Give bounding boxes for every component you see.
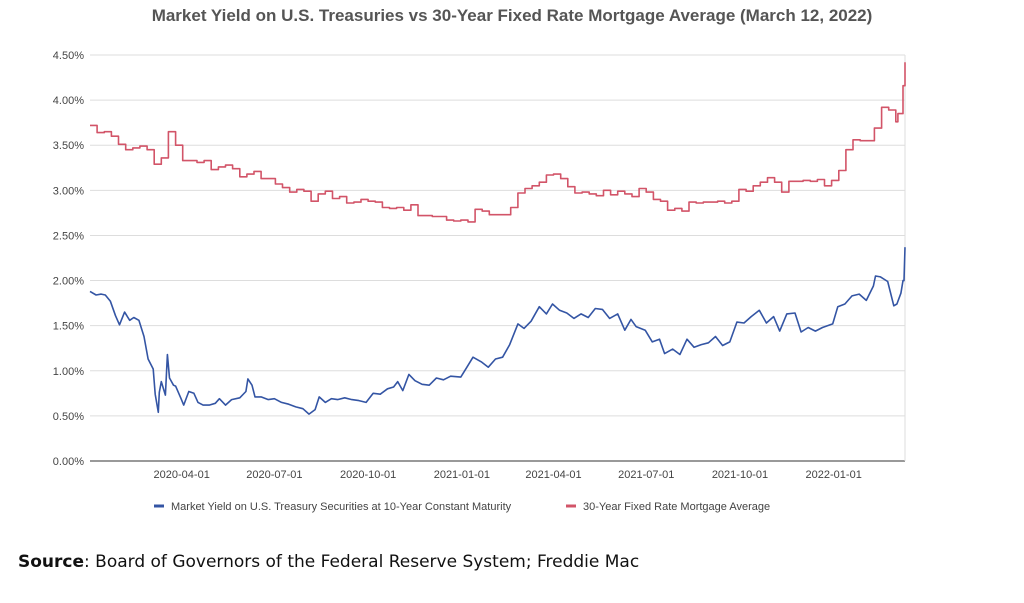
y-tick-label: 1.00% xyxy=(53,366,84,378)
legend-label-mortgage: 30-Year Fixed Rate Mortgage Average xyxy=(583,501,770,513)
y-tick-label: 2.00% xyxy=(53,276,84,288)
y-tick-label: 3.00% xyxy=(53,185,84,197)
legend: Market Yield on U.S. Treasury Securities… xyxy=(154,501,770,513)
x-axis: 2020-04-01 2020-07-01 2020-10-01 2021-01-01… xyxy=(154,469,862,481)
legend-label-treasury: Market Yield on U.S. Treasury Securities… xyxy=(171,501,512,513)
x-tick-label: 2021-07-01 xyxy=(618,469,674,481)
source-label: Source xyxy=(18,552,85,572)
x-tick-label: 2021-04-01 xyxy=(525,469,581,481)
y-tick-label: 1.50% xyxy=(53,321,84,333)
y-axis: 0.00% 0.50% 1.00% 1.50% 2.00% 2.50% 3.00% 3.50%… xyxy=(53,50,84,468)
source-text: : Board of Governors of the Federal Rese… xyxy=(84,552,640,572)
y-tick-label: 2.50% xyxy=(53,230,84,242)
treasury-yield-line xyxy=(89,247,906,415)
gridlines xyxy=(90,54,906,462)
x-tick-label: 2021-01-01 xyxy=(434,469,490,481)
x-tick-label: 2022-01-01 xyxy=(806,469,862,481)
y-tick-label: 0.50% xyxy=(53,411,84,423)
x-tick-label: 2020-04-01 xyxy=(154,469,210,481)
y-tick-label: 4.00% xyxy=(53,95,84,107)
chart-title: Market Yield on U.S. Treasuries vs 30-Ye… xyxy=(151,6,873,25)
x-tick-label: 2020-10-01 xyxy=(340,469,396,481)
y-tick-label: 4.50% xyxy=(53,50,84,62)
source-note: Source: Board of Governors of the Federa… xyxy=(18,552,639,572)
x-tick-label: 2020-07-01 xyxy=(246,469,302,481)
mortgage-rate-line xyxy=(90,62,906,223)
y-tick-label: 3.50% xyxy=(53,140,84,152)
series-lines xyxy=(89,62,906,415)
x-tick-label: 2021-10-01 xyxy=(712,469,768,481)
y-tick-label: 0.00% xyxy=(53,456,84,468)
